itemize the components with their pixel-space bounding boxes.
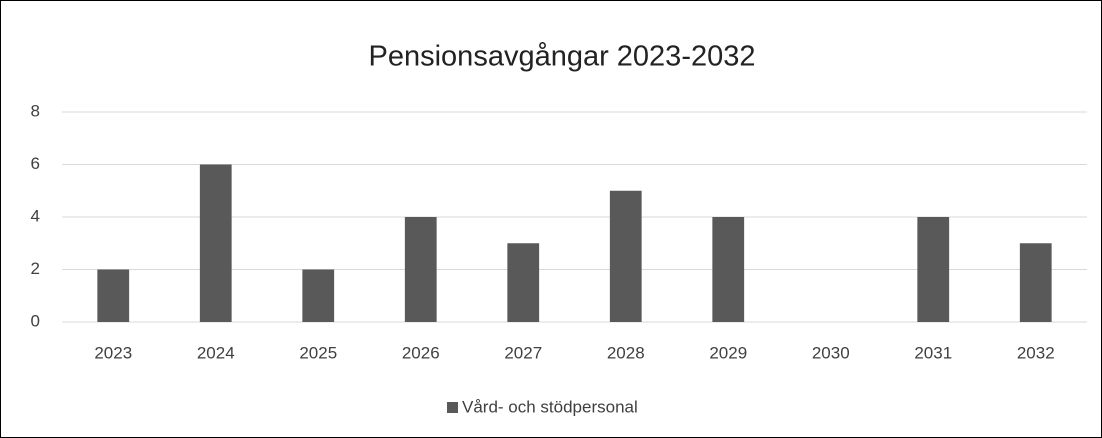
x-tick-label: 2030 bbox=[812, 343, 850, 362]
x-tick-label: 2028 bbox=[607, 343, 645, 362]
bar bbox=[507, 243, 540, 322]
chart-title: Pensionsavgångar 2023-2032 bbox=[369, 41, 756, 73]
x-tick-label: 2027 bbox=[504, 343, 542, 362]
x-tick-label: 2026 bbox=[402, 343, 440, 362]
bar bbox=[609, 190, 642, 322]
x-tick-label: 2032 bbox=[1017, 343, 1055, 362]
y-tick-label: 2 bbox=[31, 259, 40, 278]
x-tick-label: 2029 bbox=[709, 343, 747, 362]
bar bbox=[404, 217, 437, 322]
y-tick-label: 0 bbox=[31, 311, 40, 330]
y-tick-label: 8 bbox=[31, 101, 40, 120]
legend-swatch bbox=[447, 402, 458, 413]
bar bbox=[97, 269, 130, 322]
x-tick-label: 2031 bbox=[914, 343, 952, 362]
x-tick-label: 2024 bbox=[197, 343, 235, 362]
bar bbox=[917, 217, 950, 322]
bar bbox=[199, 164, 232, 322]
y-tick-label: 6 bbox=[31, 154, 40, 173]
y-tick-label: 4 bbox=[31, 206, 40, 225]
bar bbox=[1019, 243, 1052, 322]
bar bbox=[302, 269, 335, 322]
x-tick-label: 2025 bbox=[299, 343, 337, 362]
legend-label: Vård- och stödpersonal bbox=[462, 397, 638, 416]
x-tick-label: 2023 bbox=[94, 343, 132, 362]
bar bbox=[712, 217, 745, 322]
